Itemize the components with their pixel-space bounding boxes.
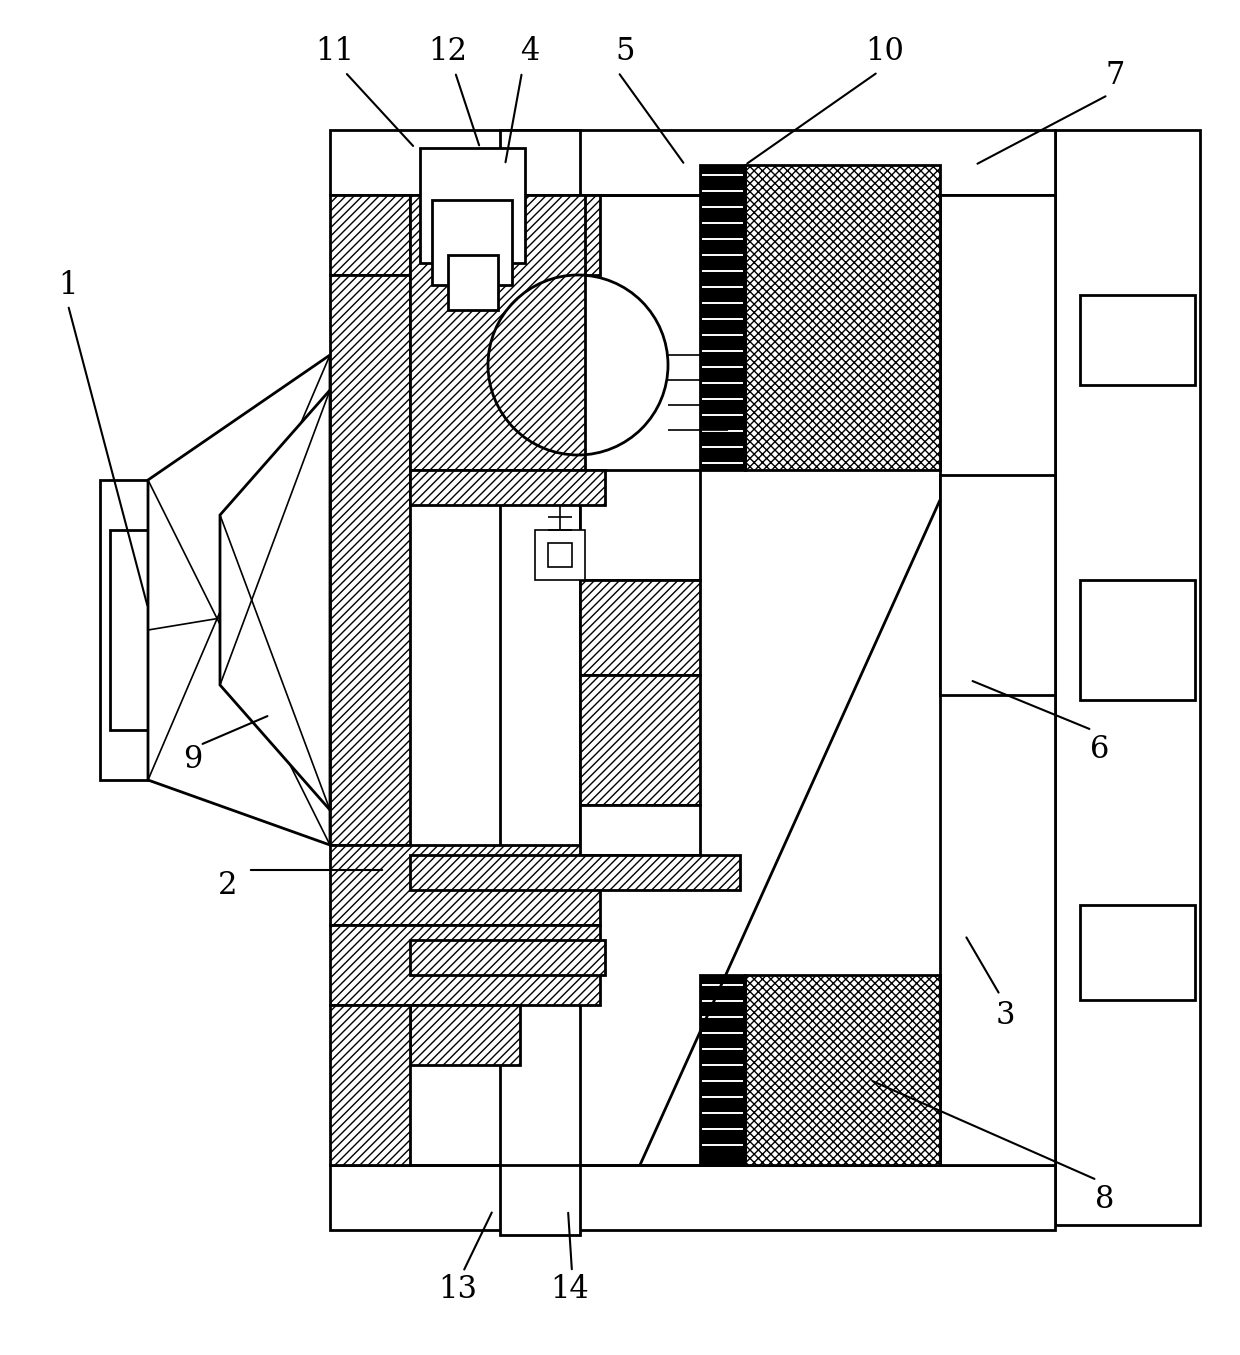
Bar <box>580 805 701 855</box>
Bar <box>1080 295 1195 385</box>
Bar <box>420 148 525 263</box>
Text: 8: 8 <box>1095 1184 1115 1215</box>
Bar <box>745 165 940 470</box>
Text: 12: 12 <box>429 37 467 68</box>
Bar <box>410 1005 520 1065</box>
Text: 5: 5 <box>615 37 635 68</box>
Text: 10: 10 <box>866 37 904 68</box>
Bar <box>940 476 1055 695</box>
Bar <box>330 130 1055 195</box>
Bar <box>410 940 605 976</box>
Bar <box>1080 905 1195 1000</box>
Bar <box>701 976 745 1165</box>
Bar <box>580 580 701 675</box>
Bar <box>330 1165 1055 1230</box>
Bar <box>500 130 580 1234</box>
Bar <box>1080 580 1195 701</box>
Polygon shape <box>100 480 148 780</box>
Polygon shape <box>219 390 330 810</box>
Bar <box>534 530 585 580</box>
Bar <box>410 195 585 470</box>
Text: 4: 4 <box>521 37 539 68</box>
Text: 7: 7 <box>1105 60 1125 91</box>
Text: 14: 14 <box>551 1275 589 1305</box>
Text: 9: 9 <box>184 744 202 775</box>
Bar <box>940 195 1055 1165</box>
Bar <box>410 195 460 275</box>
Bar <box>1055 130 1200 1225</box>
Bar <box>448 255 498 310</box>
Bar <box>580 470 701 580</box>
Bar <box>330 846 600 925</box>
Bar <box>330 195 600 275</box>
Text: 11: 11 <box>315 37 355 68</box>
Bar <box>410 470 605 505</box>
Bar <box>330 1005 410 1165</box>
Bar <box>330 275 410 846</box>
Text: 6: 6 <box>1090 734 1110 766</box>
Bar <box>580 675 701 805</box>
Text: 2: 2 <box>218 870 238 901</box>
Bar <box>432 201 512 285</box>
Bar <box>330 925 600 1005</box>
Bar <box>701 165 745 470</box>
Bar <box>410 855 740 890</box>
Polygon shape <box>148 355 330 846</box>
Text: 1: 1 <box>58 270 78 301</box>
Text: 13: 13 <box>439 1275 477 1305</box>
Bar <box>548 543 572 566</box>
Text: 3: 3 <box>996 1000 1014 1031</box>
Bar <box>745 976 940 1165</box>
